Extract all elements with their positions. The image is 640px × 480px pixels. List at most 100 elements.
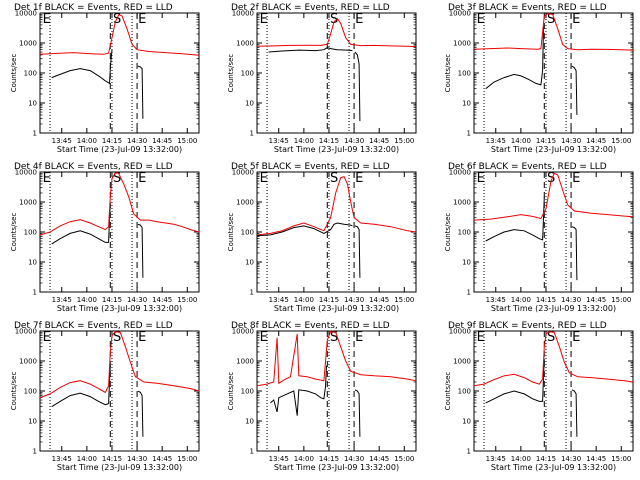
x-tick-label: 13:45 xyxy=(269,455,289,463)
x-tick-label: 14:45 xyxy=(586,137,606,145)
x-axis-label: Start Time (23-Jul-09 13:32:00) xyxy=(57,304,182,313)
x-tick-label: 15:00 xyxy=(611,296,631,304)
y-tick-label: 1000 xyxy=(453,40,471,48)
lld-series-line xyxy=(40,172,199,236)
x-tick-label: 15:00 xyxy=(394,296,414,304)
lld-series-line xyxy=(40,14,199,56)
x-tick-label: 15:00 xyxy=(177,455,197,463)
events-series-line xyxy=(270,365,327,416)
x-axis-label: Start Time (23-Jul-09 13:32:00) xyxy=(57,463,182,472)
y-tick-label: 10 xyxy=(245,259,254,267)
y-axis-label: Counts/sec xyxy=(227,54,235,93)
x-tick-label: 13:45 xyxy=(52,455,72,463)
x-tick-label: 13:45 xyxy=(52,137,72,145)
events-series-line xyxy=(485,26,544,90)
y-tick-label: 1000 xyxy=(19,40,37,48)
y-tick-label: 100 xyxy=(24,70,37,78)
interval-marker-label: S xyxy=(547,171,555,186)
interval-marker-label: E xyxy=(260,330,268,345)
y-tick-label: 1000 xyxy=(453,358,471,366)
x-tick-label: 14:30 xyxy=(344,455,364,463)
x-tick-label: 14:30 xyxy=(127,296,147,304)
panel-title: Det 5f BLACK = Events, RED = LLD xyxy=(231,162,390,172)
panel-title: Det 4f BLACK = Events, RED = LLD xyxy=(14,162,173,172)
x-tick-label: 14:15 xyxy=(319,455,339,463)
interval-marker-label: E xyxy=(572,171,580,186)
x-tick-label: 14:15 xyxy=(102,137,122,145)
x-axis-label: Start Time (23-Jul-09 13:32:00) xyxy=(274,304,399,313)
x-tick-label: 14:00 xyxy=(294,296,314,304)
events-series-line xyxy=(485,196,545,242)
detector-panel-7: Det 7f BLACK = Events, RED = LLD 1 10 100 10… xyxy=(10,321,200,472)
detector-panel-1: Det 1f BLACK = Events, RED = LLD 1 10 100 10… xyxy=(10,3,200,154)
x-tick-label: 14:30 xyxy=(127,455,147,463)
events-series-line xyxy=(257,222,353,237)
plot-frame xyxy=(39,330,200,452)
events-series-line xyxy=(354,51,361,122)
y-tick-label: 1 xyxy=(33,448,37,456)
y-tick-label: 10000 xyxy=(15,328,37,336)
panel-title: Det 1f BLACK = Events, RED = LLD xyxy=(14,3,173,13)
lld-series-line xyxy=(474,331,633,387)
events-series-line xyxy=(51,49,113,85)
y-tick-label: 100 xyxy=(458,229,471,237)
x-tick-label: 14:15 xyxy=(102,455,122,463)
x-tick-label: 13:45 xyxy=(486,296,506,304)
x-tick-label: 14:00 xyxy=(77,137,97,145)
panel-title: Det 6f BLACK = Events, RED = LLD xyxy=(448,162,607,172)
plot-frame xyxy=(473,12,634,134)
plot-frame xyxy=(256,330,417,452)
detector-panel-3: Det 3f BLACK = Events, RED = LLD 1 10 100 10… xyxy=(444,3,634,154)
x-tick-label: 14:00 xyxy=(77,296,97,304)
interval-marker-label: S xyxy=(113,171,121,186)
x-tick-label: 15:00 xyxy=(177,137,197,145)
x-axis-label: Start Time (23-Jul-09 13:32:00) xyxy=(491,304,616,313)
events-series-line xyxy=(571,389,578,437)
x-tick-label: 14:15 xyxy=(319,137,339,145)
y-tick-label: 10000 xyxy=(449,169,471,177)
interval-marker-label: E xyxy=(355,12,363,27)
x-tick-label: 14:15 xyxy=(536,137,556,145)
x-axis-label: Start Time (23-Jul-09 13:32:00) xyxy=(274,145,399,154)
events-series-line xyxy=(137,65,144,119)
y-tick-label: 1000 xyxy=(236,358,254,366)
y-tick-label: 100 xyxy=(458,388,471,396)
x-tick-label: 14:30 xyxy=(127,137,147,145)
x-tick-label: 14:30 xyxy=(561,455,581,463)
y-tick-label: 10000 xyxy=(232,10,254,18)
y-tick-label: 10 xyxy=(462,100,471,108)
events-series-line xyxy=(354,389,361,437)
detector-panel-4: Det 4f BLACK = Events, RED = LLD 1 10 100 10… xyxy=(10,162,200,313)
x-tick-label: 14:30 xyxy=(344,296,364,304)
y-axis-label: Counts/sec xyxy=(444,54,452,93)
x-tick-label: 14:00 xyxy=(511,137,531,145)
x-tick-label: 14:00 xyxy=(77,455,97,463)
x-tick-label: 15:00 xyxy=(394,455,414,463)
y-tick-label: 100 xyxy=(458,70,471,78)
x-tick-label: 14:00 xyxy=(511,296,531,304)
x-tick-label: 15:00 xyxy=(394,137,414,145)
x-axis-label: Start Time (23-Jul-09 13:32:00) xyxy=(274,463,399,472)
y-tick-label: 1 xyxy=(467,289,471,297)
interval-marker-label: E xyxy=(138,12,146,27)
x-axis-label: Start Time (23-Jul-09 13:32:00) xyxy=(491,145,616,154)
interval-marker-label: E xyxy=(43,12,51,27)
y-tick-label: 1 xyxy=(250,448,254,456)
x-tick-label: 13:45 xyxy=(269,296,289,304)
events-series-line xyxy=(51,204,111,245)
y-tick-label: 1 xyxy=(33,289,37,297)
y-tick-label: 10 xyxy=(462,259,471,267)
panel-title: Det 8f BLACK = Events, RED = LLD xyxy=(231,321,390,331)
x-tick-label: 13:45 xyxy=(269,137,289,145)
y-axis-label: Counts/sec xyxy=(10,372,18,411)
events-series-line xyxy=(137,223,144,278)
interval-marker-label: E xyxy=(260,12,268,27)
y-axis-label: Counts/sec xyxy=(227,372,235,411)
y-tick-label: 10000 xyxy=(232,169,254,177)
y-tick-label: 100 xyxy=(241,229,254,237)
y-tick-label: 1000 xyxy=(19,358,37,366)
x-tick-label: 14:15 xyxy=(102,296,122,304)
y-tick-label: 10 xyxy=(245,418,254,426)
panel-title: Det 2f BLACK = Events, RED = LLD xyxy=(231,3,390,13)
